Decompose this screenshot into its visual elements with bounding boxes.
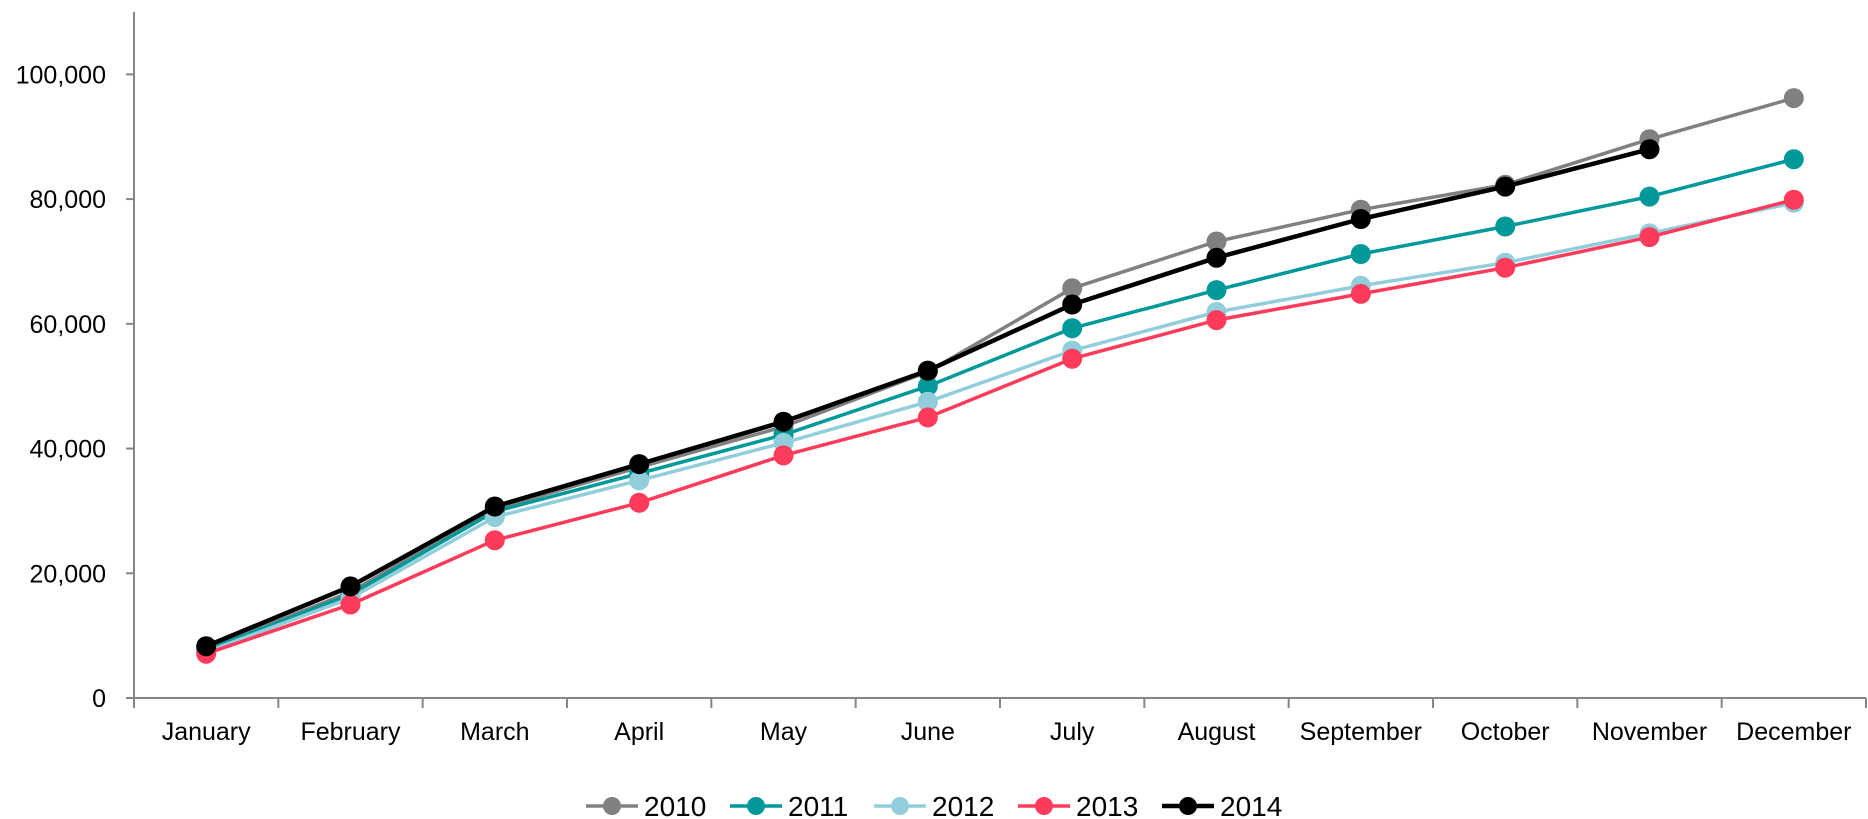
x-tick-label: March xyxy=(460,718,529,746)
data-point-2013 xyxy=(1350,283,1371,304)
x-tick-label: July xyxy=(1050,718,1095,746)
data-point-2014 xyxy=(917,360,938,381)
data-point-2014 xyxy=(773,411,794,432)
legend-swatch-marker xyxy=(747,797,765,815)
legend-swatch-marker xyxy=(1179,797,1197,815)
data-point-2011 xyxy=(1062,318,1083,339)
data-point-2013 xyxy=(629,492,650,513)
data-point-2012 xyxy=(917,391,938,412)
data-point-2014 xyxy=(1350,209,1371,229)
data-point-2011 xyxy=(1783,149,1804,170)
legend-swatch-marker xyxy=(1035,797,1053,815)
data-point-2011 xyxy=(1639,186,1660,207)
data-point-2013 xyxy=(1783,189,1804,210)
y-tick-label: 40,000 xyxy=(30,436,106,464)
data-point-2014 xyxy=(196,636,217,657)
data-point-2014 xyxy=(1639,139,1660,160)
y-tick-label: 60,000 xyxy=(30,311,106,339)
data-point-2011 xyxy=(917,376,938,397)
x-tick-label: January xyxy=(162,718,251,746)
data-point-2013 xyxy=(1062,348,1083,369)
data-point-2010 xyxy=(1206,231,1227,252)
legend-swatch-marker xyxy=(603,797,621,815)
series-line-2012 xyxy=(205,201,1795,654)
data-point-2014 xyxy=(340,576,361,597)
data-point-2013 xyxy=(340,594,361,615)
data-point-2011 xyxy=(1206,280,1227,301)
data-point-2014 xyxy=(484,496,505,517)
series-line-2013 xyxy=(205,198,1795,656)
data-point-2014 xyxy=(629,454,650,475)
legend-item-2012: 2012 xyxy=(874,791,994,819)
legend-label: 2014 xyxy=(1220,791,1282,819)
x-tick-label: October xyxy=(1461,718,1550,746)
data-point-2010 xyxy=(1062,278,1083,299)
legend-label: 2013 xyxy=(1076,791,1138,819)
data-point-2010 xyxy=(1783,88,1804,109)
x-tick-label: August xyxy=(1178,718,1256,746)
x-tick-label: September xyxy=(1300,718,1422,746)
x-tick-label: February xyxy=(300,718,401,746)
data-point-2012 xyxy=(629,470,650,491)
data-point-2014 xyxy=(1062,294,1083,315)
data-point-2011 xyxy=(1350,244,1371,264)
x-tick-label: April xyxy=(614,718,664,746)
legend-label: 2011 xyxy=(788,791,848,819)
y-tick-label: 20,000 xyxy=(30,560,106,588)
x-tick-label: May xyxy=(760,718,808,746)
y-tick-label: 100,000 xyxy=(16,61,106,89)
data-point-2013 xyxy=(917,407,938,428)
x-tick-label: June xyxy=(901,718,955,746)
data-point-2013 xyxy=(773,445,794,466)
x-tick-label: November xyxy=(1592,718,1707,746)
data-point-2014 xyxy=(1495,176,1516,197)
data-point-2013 xyxy=(1206,310,1227,331)
legend-item-2010: 2010 xyxy=(586,791,706,819)
data-point-2013 xyxy=(1639,227,1660,248)
y-tick-label: 80,000 xyxy=(30,186,106,214)
data-point-2013 xyxy=(1495,257,1516,278)
legend-item-2013: 2013 xyxy=(1018,791,1138,819)
data-point-2014 xyxy=(1206,247,1227,268)
data-point-2011 xyxy=(1495,216,1516,237)
legend-item-2011: 2011 xyxy=(730,791,848,819)
series-line-2010 xyxy=(205,96,1795,652)
legend-swatch-marker xyxy=(891,797,909,815)
y-tick-label: 0 xyxy=(92,685,106,713)
legend-item-2014: 2014 xyxy=(1162,791,1282,819)
legend-label: 2012 xyxy=(932,791,994,819)
series-line-2011 xyxy=(205,157,1795,652)
legend-label: 2010 xyxy=(644,791,706,819)
x-tick-label: December xyxy=(1736,718,1851,746)
data-point-2013 xyxy=(484,530,505,551)
